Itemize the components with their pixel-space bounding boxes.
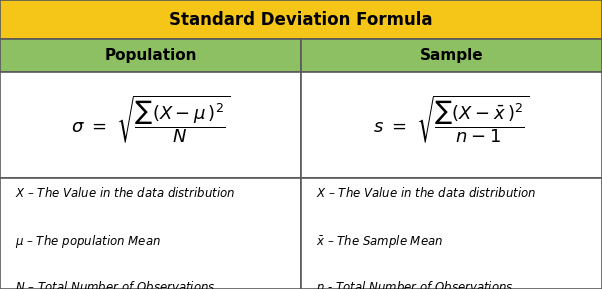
Bar: [301, 178, 602, 289]
Bar: [0, 0, 602, 39]
Bar: [0, 72, 301, 178]
Text: Standard Deviation Formula: Standard Deviation Formula: [169, 10, 433, 29]
Text: $s\ =\ \sqrt{\dfrac{\sum(X-\bar{x}\,)^2}{n-1}}$: $s\ =\ \sqrt{\dfrac{\sum(X-\bar{x}\,)^2}…: [373, 93, 530, 145]
Text: $n$ - Total Number of Observations: $n$ - Total Number of Observations: [316, 280, 514, 289]
Text: $X$ – The Value in the data distribution: $X$ – The Value in the data distribution: [316, 186, 536, 200]
Bar: [0, 39, 301, 72]
Text: $\mu$ – The population Mean: $\mu$ – The population Mean: [15, 234, 161, 250]
Text: Population: Population: [104, 48, 197, 63]
Bar: [0, 178, 301, 289]
Bar: [301, 39, 602, 72]
Text: $N$ – Total Number of Observations: $N$ – Total Number of Observations: [15, 280, 216, 289]
Text: $X$ – The Value in the data distribution: $X$ – The Value in the data distribution: [15, 186, 235, 200]
Text: $\sigma\ =\ \sqrt{\dfrac{\sum(X-\mu\,)^2}{N}}$: $\sigma\ =\ \sqrt{\dfrac{\sum(X-\mu\,)^2…: [71, 93, 230, 145]
Text: Sample: Sample: [420, 48, 483, 63]
Bar: [301, 72, 602, 178]
Text: $\bar{x}$ – The Sample Mean: $\bar{x}$ – The Sample Mean: [316, 234, 443, 250]
